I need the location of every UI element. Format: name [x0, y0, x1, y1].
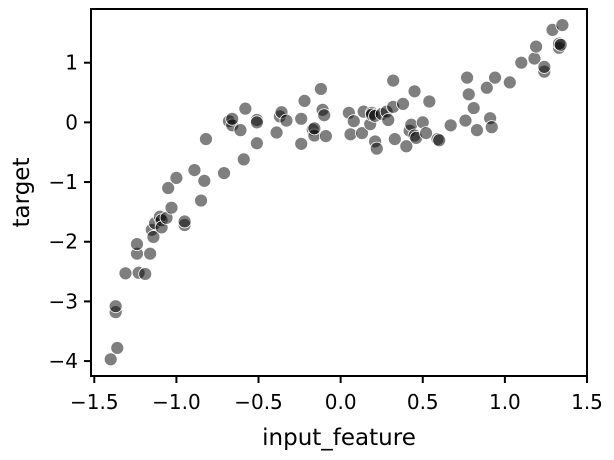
y-tick-label-1: −3 — [49, 289, 78, 313]
data-point-87 — [484, 120, 499, 135]
data-point-0 — [103, 352, 118, 367]
data-point-67 — [396, 96, 410, 111]
data-point-79 — [443, 118, 458, 133]
data-point-64 — [386, 73, 401, 88]
x-tick-label-4: 0.5 — [407, 390, 439, 414]
data-point-25 — [199, 132, 213, 146]
data-point-1 — [110, 341, 125, 355]
data-point-24 — [197, 173, 212, 188]
data-point-21 — [177, 214, 192, 229]
data-point-31 — [236, 152, 251, 167]
data-point-81 — [460, 70, 475, 85]
data-point-99 — [555, 18, 570, 33]
data-point-49 — [318, 129, 333, 144]
data-point-42 — [297, 94, 312, 108]
data-point-48 — [317, 108, 332, 123]
data-point-11 — [146, 230, 161, 244]
x-tick-label-2: −0.5 — [234, 390, 283, 414]
data-point-85 — [479, 80, 494, 95]
data-point-23 — [194, 193, 208, 208]
data-point-89 — [502, 75, 517, 90]
y-tick-label-3: −1 — [49, 170, 78, 194]
x-tick-label-3: 0.0 — [325, 390, 357, 414]
data-point-80 — [458, 113, 473, 128]
data-point-19 — [169, 170, 184, 185]
data-point-84 — [470, 123, 484, 138]
points-layer — [103, 18, 570, 367]
x-axis-label: input_feature — [262, 425, 416, 451]
data-point-36 — [269, 125, 284, 140]
data-point-4 — [118, 266, 133, 281]
y-tick-label-2: −2 — [49, 230, 78, 254]
data-point-82 — [461, 87, 476, 102]
x-axis-ticks: −1.5 −1.0 −0.5 0.0 0.5 1.0 1.5 — [70, 376, 603, 414]
data-point-29 — [225, 111, 240, 126]
data-point-83 — [466, 101, 481, 115]
data-point-40 — [294, 111, 309, 126]
data-point-22 — [187, 163, 202, 178]
data-point-46 — [314, 82, 328, 96]
x-tick-label-1: −1.0 — [152, 390, 201, 414]
y-tick-label-0: −4 — [49, 349, 78, 373]
y-axis-label: target — [9, 158, 35, 228]
data-point-45 — [307, 121, 322, 136]
data-point-98 — [553, 37, 568, 52]
data-point-78 — [432, 133, 447, 148]
data-point-63 — [381, 113, 396, 127]
data-point-3 — [108, 299, 123, 314]
data-point-92 — [529, 39, 543, 54]
data-point-60 — [369, 141, 384, 156]
data-point-53 — [355, 126, 369, 141]
data-point-35 — [249, 136, 264, 151]
data-point-26 — [217, 166, 231, 181]
data-point-68 — [399, 139, 414, 154]
data-point-7 — [130, 237, 144, 252]
data-point-52 — [346, 114, 361, 129]
plot-frame — [90, 8, 588, 377]
data-point-94 — [537, 59, 552, 74]
data-point-90 — [514, 55, 529, 70]
data-point-76 — [422, 94, 437, 109]
y-tick-label-4: 0 — [65, 110, 78, 134]
data-point-72 — [407, 84, 422, 99]
data-point-41 — [294, 136, 309, 151]
y-axis-ticks: −4 −3 −2 −1 0 1 — [49, 51, 91, 373]
y-tick-label-5: 1 — [65, 51, 78, 75]
data-point-51 — [343, 127, 358, 142]
data-point-30 — [233, 123, 248, 138]
data-point-75 — [419, 126, 433, 141]
data-point-18 — [164, 200, 179, 215]
data-point-17 — [161, 181, 176, 195]
data-point-9 — [143, 246, 158, 261]
x-tick-label-5: 1.0 — [489, 390, 521, 414]
data-point-66 — [387, 132, 402, 146]
data-point-34 — [249, 115, 264, 130]
data-point-88 — [488, 70, 502, 85]
data-point-32 — [238, 101, 253, 116]
x-tick-label-6: 1.5 — [571, 390, 603, 414]
data-point-39 — [279, 113, 294, 128]
x-tick-label-0: −1.5 — [70, 390, 119, 414]
data-point-8 — [138, 267, 153, 281]
